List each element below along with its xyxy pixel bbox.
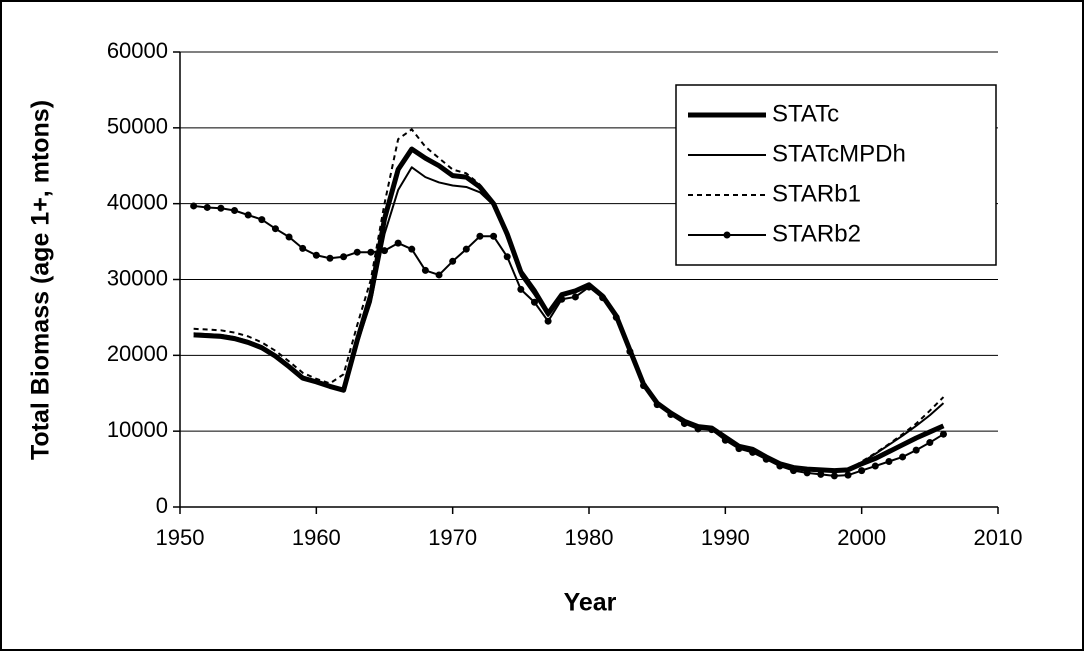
legend-label: STATcMPDh [772, 140, 906, 167]
series-marker [885, 458, 893, 465]
series-marker [326, 254, 334, 262]
series-marker [926, 439, 934, 447]
series-marker [912, 446, 920, 454]
series-marker [858, 467, 866, 475]
series-marker [830, 472, 838, 480]
series-marker [817, 470, 825, 478]
series-marker [939, 430, 947, 438]
series-marker [585, 283, 593, 291]
series-marker [271, 225, 279, 233]
legend-label: STARb1 [772, 180, 861, 207]
series-marker [612, 313, 620, 321]
y-tick-label: 0 [156, 493, 168, 518]
series-marker [640, 382, 648, 390]
series-marker [299, 244, 307, 252]
x-tick-label: 1960 [292, 525, 341, 550]
y-tick-label: 60000 [107, 38, 168, 63]
legend-label: STARb2 [772, 220, 861, 247]
series-marker [285, 233, 293, 241]
series-marker [776, 462, 784, 470]
series-marker [790, 467, 797, 475]
series-marker [694, 425, 702, 433]
series-marker [558, 295, 566, 303]
y-axis-label: Total Biomass (age 1+, mtons) [27, 100, 55, 460]
series-marker [762, 455, 770, 463]
y-tick-label: 10000 [107, 417, 168, 442]
series-marker [844, 471, 852, 479]
y-tick-label: 50000 [107, 114, 168, 139]
series-marker [653, 401, 661, 409]
series-marker [367, 248, 375, 256]
series-marker [353, 248, 361, 256]
series-marker [490, 232, 498, 240]
series-marker [626, 348, 634, 356]
series-line [193, 128, 945, 473]
series-marker [503, 253, 511, 261]
y-tick-label: 40000 [107, 189, 168, 214]
series-marker [735, 445, 743, 453]
series-marker [803, 469, 811, 477]
x-tick-label: 1950 [156, 525, 205, 550]
series-marker [340, 253, 348, 261]
x-tick-label: 2010 [974, 525, 1023, 550]
series-marker [421, 266, 429, 274]
x-tick-label: 2000 [837, 525, 886, 550]
series-marker [462, 245, 470, 253]
series-marker [231, 206, 239, 214]
x-axis-label: Year [564, 589, 617, 617]
series-marker [435, 271, 443, 279]
series-marker [871, 462, 879, 470]
series-marker [749, 448, 757, 456]
series-marker [258, 216, 266, 224]
series-marker [244, 211, 252, 219]
series-marker [571, 293, 579, 301]
series-marker [394, 239, 402, 247]
series-marker [667, 410, 675, 418]
series-marker [530, 298, 538, 306]
series-marker [217, 204, 225, 212]
series-marker [312, 251, 320, 259]
series-marker [721, 436, 729, 444]
y-tick-label: 20000 [107, 341, 168, 366]
series-marker [476, 232, 484, 240]
series-marker [190, 202, 198, 210]
legend-label: STATc [772, 100, 839, 127]
x-tick-label: 1980 [565, 525, 614, 550]
series-marker [203, 203, 211, 211]
x-tick-label: 1990 [701, 525, 750, 550]
series-marker [899, 453, 907, 461]
series-marker [408, 245, 416, 253]
series-marker [708, 426, 716, 434]
series-marker [599, 294, 607, 302]
y-tick-label: 30000 [107, 265, 168, 290]
legend-marker [723, 231, 731, 239]
series-marker [680, 420, 688, 428]
series-marker [449, 257, 457, 265]
series-marker [544, 317, 552, 325]
series-marker [381, 247, 388, 255]
series-marker [517, 285, 525, 293]
x-tick-label: 1970 [428, 525, 477, 550]
